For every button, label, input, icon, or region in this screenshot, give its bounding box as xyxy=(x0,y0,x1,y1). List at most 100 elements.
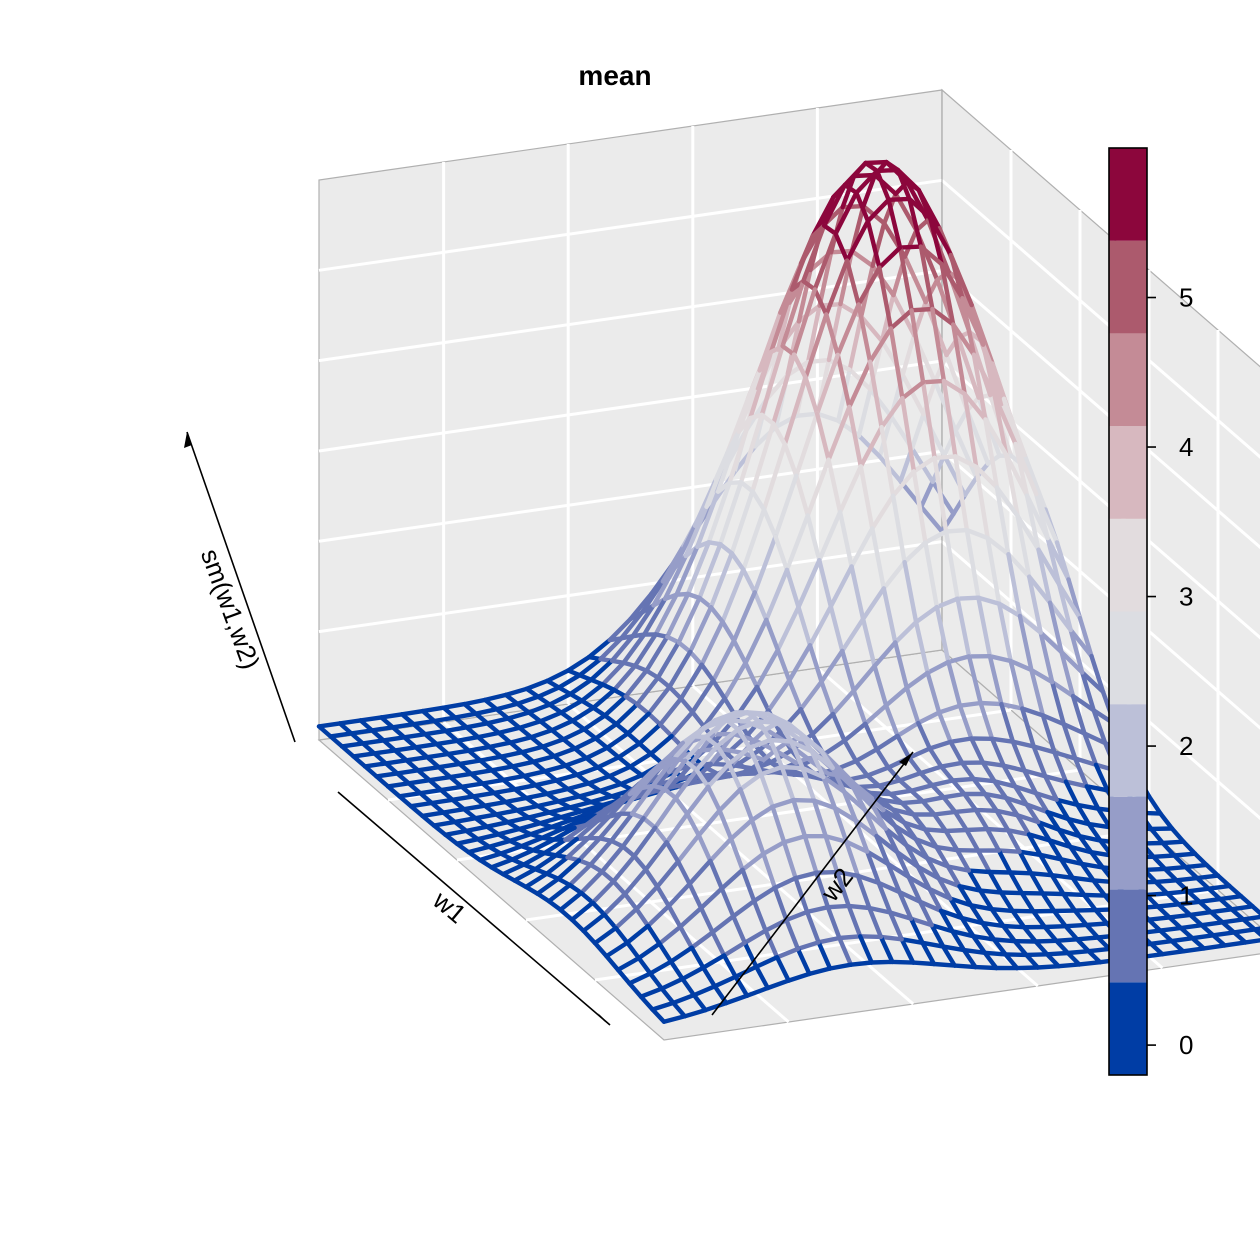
surface-mesh-line xyxy=(807,643,824,684)
surface-mesh-line xyxy=(1063,779,1089,789)
surface-mesh-line xyxy=(530,837,556,853)
surface-mesh-line xyxy=(874,733,900,752)
surface-mesh-line xyxy=(524,678,550,691)
surface-mesh-line xyxy=(835,869,861,878)
surface-mesh-line xyxy=(923,529,949,545)
surface-mesh-line xyxy=(959,915,985,926)
surface-mesh-line xyxy=(1031,744,1057,755)
surface-mesh-line xyxy=(1017,613,1043,635)
surface-mesh-line xyxy=(751,898,768,933)
surface-mesh-line xyxy=(1003,795,1020,818)
surface-mesh-line xyxy=(941,795,958,815)
color-key-band xyxy=(1109,426,1147,519)
surface-mesh-line xyxy=(577,788,603,799)
surface-mesh-line xyxy=(950,929,967,953)
surface-mesh-line xyxy=(628,751,654,769)
surface-mesh-line xyxy=(651,566,677,608)
surface-mesh-line xyxy=(888,326,905,401)
surface-mesh-line xyxy=(927,886,944,913)
surface-mesh-line xyxy=(848,960,874,967)
color-key-tick-label: 5 xyxy=(1179,283,1193,313)
surface-mesh-line xyxy=(748,349,774,421)
surface-mesh-line xyxy=(837,509,854,569)
surface-mesh-line xyxy=(584,745,610,761)
surface-mesh-line xyxy=(810,194,836,239)
surface-mesh-line xyxy=(985,535,1011,557)
surface-mesh-line xyxy=(1148,938,1174,946)
surface-mesh-line xyxy=(1040,891,1057,914)
surface-mesh-line xyxy=(1006,552,1032,579)
surface-mesh-line xyxy=(982,950,999,971)
surface-mesh-line xyxy=(1059,649,1076,699)
surface-mesh-line xyxy=(452,816,478,825)
surface-mesh-line xyxy=(606,792,632,819)
surface-mesh-line xyxy=(770,797,796,809)
surface-mesh-line xyxy=(643,840,669,872)
surface-mesh-line xyxy=(953,454,979,469)
surface-mesh-line xyxy=(865,218,882,270)
surface-mesh-line xyxy=(620,844,637,859)
surface-mesh-line xyxy=(1151,853,1177,859)
surface-mesh-line xyxy=(383,758,409,766)
surface-mesh-line xyxy=(897,889,914,921)
surface-mesh-line xyxy=(738,480,755,494)
z-axis-label: sm(w1,w2) xyxy=(195,545,266,673)
surface-mesh-line xyxy=(579,890,595,905)
surface-mesh-line xyxy=(1058,857,1075,880)
surface-mesh-line xyxy=(1040,713,1057,755)
surface-mesh-line xyxy=(1178,923,1204,931)
surface-mesh-line xyxy=(551,746,578,759)
surface-mesh-line xyxy=(885,861,902,895)
surface-mesh-line xyxy=(974,464,1000,490)
surface-mesh-line xyxy=(381,735,407,743)
surface-mesh-line xyxy=(1047,838,1073,850)
surface-mesh-line xyxy=(672,523,698,571)
surface-mesh-line xyxy=(863,160,880,174)
surface-mesh-line xyxy=(1005,828,1032,837)
surface-mesh-line xyxy=(851,663,877,693)
surface-mesh-line xyxy=(609,634,635,663)
surface-mesh-line xyxy=(796,267,813,324)
surface-mesh-line xyxy=(638,994,655,1012)
surface-mesh-line xyxy=(420,705,446,714)
surface-mesh-line xyxy=(658,722,674,739)
surface-mesh-line xyxy=(773,748,799,765)
surface-mesh-line xyxy=(919,479,935,509)
surface-mesh-line xyxy=(510,759,536,769)
surface-mesh-line xyxy=(1026,832,1052,843)
surface-mesh-line xyxy=(358,715,384,723)
surface-mesh-line xyxy=(582,727,598,741)
surface-mesh-line xyxy=(812,798,828,839)
surface-mesh-line xyxy=(888,788,914,797)
surface-mesh-line xyxy=(946,659,963,708)
surface-mesh-line xyxy=(379,712,405,720)
surface-mesh-line xyxy=(427,774,453,783)
surface-mesh-line xyxy=(849,248,875,269)
surface-mesh-line xyxy=(768,287,794,355)
surface-mesh-line xyxy=(764,567,790,622)
surface-mesh-line xyxy=(773,473,799,539)
surface-mesh-line xyxy=(362,764,379,779)
surface-mesh-line xyxy=(764,617,780,653)
surface-mesh-line xyxy=(846,903,863,939)
surface-mesh-line xyxy=(1033,791,1059,802)
surface-mesh-line xyxy=(747,737,773,750)
surface-mesh-line xyxy=(637,722,663,746)
surface-mesh-line xyxy=(838,302,864,319)
surface-mesh-line xyxy=(934,844,960,853)
surface-mesh-line xyxy=(756,719,773,743)
surface-mesh-line xyxy=(966,868,992,875)
surface-mesh-line xyxy=(803,312,829,380)
surface-mesh-line xyxy=(804,909,821,945)
surface-mesh-line xyxy=(688,649,704,667)
surface-mesh-line xyxy=(613,906,639,931)
surface-mesh-line xyxy=(853,758,870,778)
surface-mesh-line xyxy=(840,616,866,654)
surface-mesh-line xyxy=(436,761,462,770)
surface-mesh-line xyxy=(512,867,538,883)
surface-mesh-line xyxy=(976,595,993,659)
surface-mesh-line xyxy=(1001,763,1018,789)
surface-mesh-line xyxy=(941,378,958,459)
surface-mesh-line xyxy=(1035,819,1052,843)
surface-mesh-line xyxy=(907,196,933,221)
